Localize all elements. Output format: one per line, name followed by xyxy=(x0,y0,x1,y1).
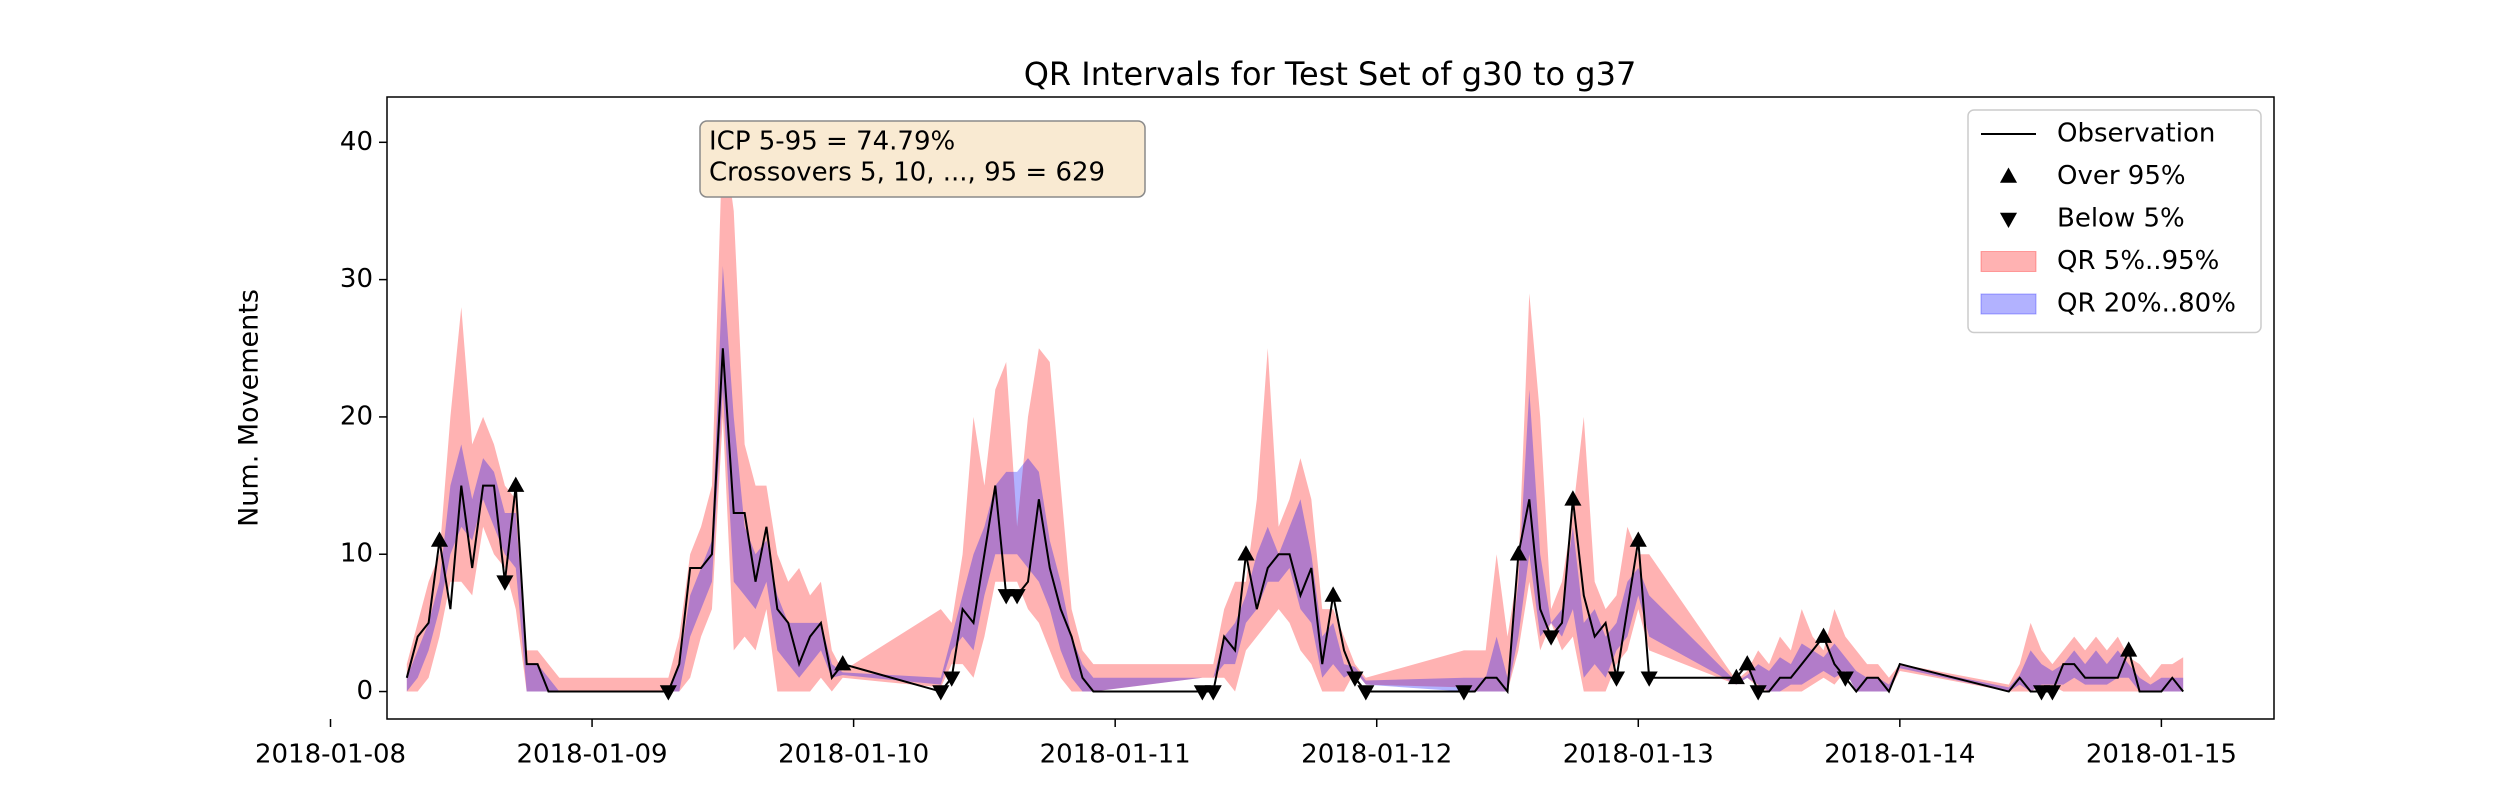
x-tick-label: 2018-01-09 xyxy=(517,740,668,770)
observation-line xyxy=(405,348,2184,695)
legend-frame xyxy=(1967,109,2262,334)
y-tick-label: 40 xyxy=(340,127,373,157)
y-tick-label: 20 xyxy=(340,401,373,431)
marker-down xyxy=(2032,685,2051,701)
marker-down xyxy=(1607,671,1626,687)
legend-marker xyxy=(1999,212,2018,228)
x-tick-label: 2018-01-12 xyxy=(1301,740,1452,770)
marker-down xyxy=(932,685,950,701)
marker-down xyxy=(943,671,961,687)
y-axis-label: Num. Movements xyxy=(234,289,265,527)
y-tick-label: 0 xyxy=(356,676,373,706)
marker-down xyxy=(1204,685,1222,701)
marker-down xyxy=(1455,685,1473,701)
marker-down xyxy=(1193,685,1211,701)
marker-up xyxy=(507,476,525,492)
marker-up xyxy=(1509,545,1527,561)
y-tick-label: 30 xyxy=(340,264,373,294)
legend: Observation Over 95% Below 5% QR 5%..95% QR … xyxy=(1967,109,2262,334)
x-tick-label: 2018-01-11 xyxy=(1040,740,1191,770)
marker-up xyxy=(834,655,852,671)
chart-title: QR Intervals for Test Set of g30 to g37 xyxy=(1024,55,1637,93)
plot-frame xyxy=(386,96,2275,720)
marker-up xyxy=(1629,531,1647,547)
legend-label: QR 5%..95% xyxy=(2057,246,2219,276)
legend-label: Observation xyxy=(2057,119,2215,149)
marker-up xyxy=(1564,490,1582,506)
marker-down xyxy=(1749,685,1767,701)
quantile-band xyxy=(406,128,2184,692)
legend-label: Over 95% xyxy=(2057,161,2186,191)
x-tick-label: 2018-01-08 xyxy=(255,740,406,770)
annotation-box xyxy=(699,120,1146,198)
marker-down xyxy=(659,685,677,701)
annotation: ICP 5-95 = 74.79%Crossovers 5, 10, ..., … xyxy=(699,120,1146,198)
marker-down xyxy=(1008,589,1026,605)
marker-up xyxy=(1324,586,1342,602)
x-tick-label: 2018-01-13 xyxy=(1563,740,1714,770)
plot-area xyxy=(405,128,2184,701)
marker-up xyxy=(1237,545,1255,561)
annotation-text: Crossovers 5, 10, ..., 95 = 629 xyxy=(709,158,1105,188)
marker-up xyxy=(1727,668,1745,685)
legend-label: QR 20%..80% xyxy=(2057,289,2236,319)
x-tick-label: 2018-01-15 xyxy=(2086,740,2237,770)
marker-down xyxy=(1640,671,1658,687)
marker-down xyxy=(496,575,514,591)
x-tick-label: 2018-01-14 xyxy=(1824,740,1975,770)
legend-label: Below 5% xyxy=(2057,204,2185,234)
marker-down xyxy=(1542,630,1560,646)
marker-down xyxy=(997,589,1015,605)
legend-swatch xyxy=(1980,251,2037,272)
x-tick-label: 2018-01-10 xyxy=(778,740,929,770)
marker-down xyxy=(1836,671,1854,687)
marker-down xyxy=(2043,685,2061,701)
marker-up xyxy=(1814,627,1833,643)
annotation-text: ICP 5-95 = 74.79% xyxy=(709,127,955,157)
marker-down xyxy=(1357,685,1375,701)
marker-down xyxy=(1346,671,1364,687)
marker-up xyxy=(430,531,449,547)
legend-swatch xyxy=(1980,293,2037,315)
y-tick-label: 10 xyxy=(340,539,373,569)
legend-marker xyxy=(1999,167,2018,183)
marker-up xyxy=(2120,641,2138,657)
marker-up xyxy=(1738,655,1756,671)
